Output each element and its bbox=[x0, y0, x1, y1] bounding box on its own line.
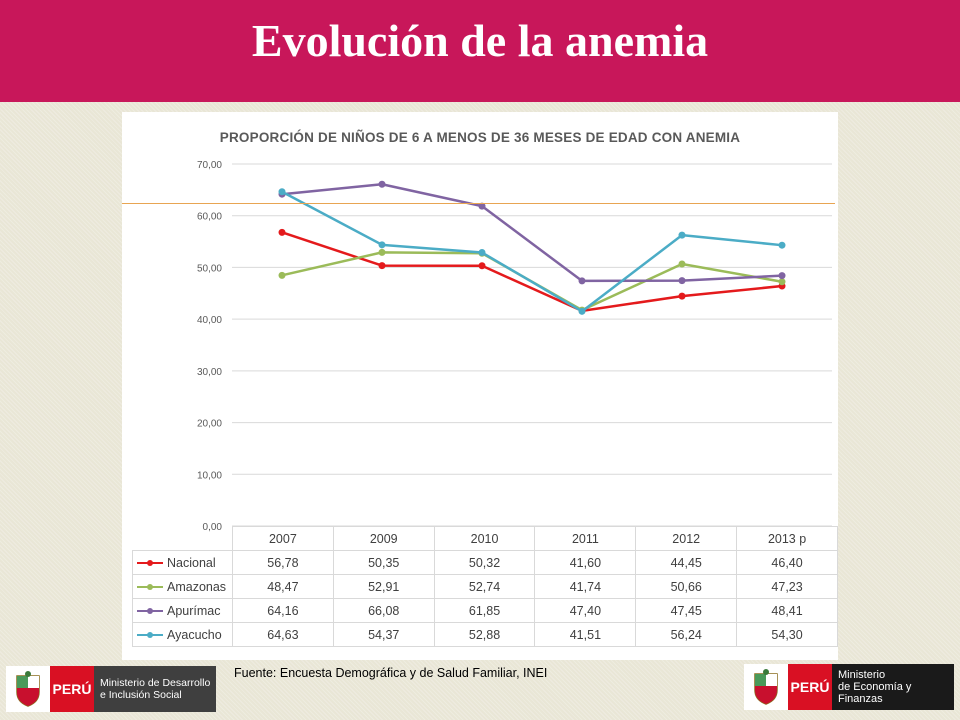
ministry-line-1: Ministerio de Desarrollo bbox=[100, 677, 211, 689]
data-point bbox=[278, 228, 286, 236]
data-point bbox=[278, 271, 286, 279]
x-tick-label: 2009 bbox=[332, 526, 435, 551]
coat-of-arms-icon bbox=[6, 666, 50, 712]
series-line-nacional bbox=[281, 231, 783, 313]
source-note: Fuente: Encuesta Demográfica y de Salud … bbox=[234, 666, 548, 680]
y-tick-label: 10,00 bbox=[197, 470, 222, 481]
table-row: Nacional 56,78 50,35 50,32 41,60 44,45 46,40 bbox=[132, 550, 838, 575]
data-label: 47,45 bbox=[635, 598, 738, 623]
data-point bbox=[578, 307, 586, 315]
chart-title: PROPORCIÓN DE NIÑOS DE 6 A MENOS DE 36 M… bbox=[219, 130, 741, 145]
data-point bbox=[378, 248, 386, 256]
series-line-ayacucho bbox=[281, 190, 783, 313]
table-corner bbox=[132, 526, 233, 551]
data-point bbox=[478, 249, 486, 257]
ministry-line-1: Ministerio bbox=[838, 669, 886, 681]
data-point bbox=[678, 231, 686, 239]
data-label: 64,63 bbox=[231, 622, 334, 647]
legend-swatch bbox=[137, 558, 163, 568]
data-table: 2007 2009 2010 2011 2012 2013 p Nacional 56,78 5… bbox=[132, 526, 838, 647]
data-label: 54,37 bbox=[332, 622, 435, 647]
data-label: 46,40 bbox=[736, 550, 838, 575]
legend-entry: Amazonas bbox=[132, 574, 233, 599]
table-header-row: 2007 2009 2010 2011 2012 2013 p bbox=[132, 526, 838, 551]
y-tick-label: 40,00 bbox=[197, 315, 222, 326]
x-tick-label: 2013 p bbox=[736, 526, 838, 551]
data-label: 50,32 bbox=[433, 550, 536, 575]
data-point bbox=[778, 241, 786, 249]
legend-entry: Ayacucho bbox=[132, 622, 233, 647]
page-title: Evolución de la anemia bbox=[251, 15, 709, 66]
data-label: 50,66 bbox=[635, 574, 738, 599]
data-label: 50,35 bbox=[332, 550, 435, 575]
data-label: 56,24 bbox=[635, 622, 738, 647]
ministry-line-2: e Inclusión Social bbox=[100, 689, 182, 701]
data-point bbox=[278, 188, 286, 196]
data-label: 41,60 bbox=[534, 550, 637, 575]
data-label: 44,45 bbox=[635, 550, 738, 575]
data-point bbox=[378, 241, 386, 249]
data-point bbox=[678, 260, 686, 268]
y-tick-label: 50,00 bbox=[197, 263, 222, 274]
x-tick-label: 2011 bbox=[534, 526, 637, 551]
decorative-line bbox=[122, 203, 835, 204]
data-point bbox=[778, 278, 786, 286]
legend-label: Ayacucho bbox=[167, 627, 222, 642]
y-tick-label: 30,00 bbox=[197, 367, 222, 378]
data-point bbox=[378, 180, 386, 188]
data-point bbox=[678, 277, 686, 285]
series-line-apurímac bbox=[281, 183, 783, 283]
y-tick-label: 20,00 bbox=[197, 419, 222, 430]
legend-label: Apurímac bbox=[167, 603, 221, 618]
data-label: 48,41 bbox=[736, 598, 838, 623]
legend-entry: Apurímac bbox=[132, 598, 233, 623]
data-label: 47,23 bbox=[736, 574, 838, 599]
data-point bbox=[478, 202, 486, 210]
legend-swatch bbox=[137, 582, 163, 592]
legend-label: Nacional bbox=[167, 555, 216, 570]
data-point bbox=[678, 292, 686, 300]
x-tick-label: 2010 bbox=[433, 526, 536, 551]
table-row: Ayacucho 64,63 54,37 52,88 41,51 56,24 54,30 bbox=[132, 622, 838, 647]
data-label: 52,91 bbox=[332, 574, 435, 599]
legend-label: Amazonas bbox=[167, 579, 227, 594]
data-point bbox=[578, 277, 586, 285]
data-label: 52,74 bbox=[433, 574, 536, 599]
mef-logo: PERÚ Ministerio de Economía y Finanzas bbox=[744, 664, 954, 710]
header-banner: Evolución de la anemia bbox=[0, 0, 960, 102]
data-label: 66,08 bbox=[332, 598, 435, 623]
chart-panel: PROPORCIÓN DE NIÑOS DE 6 A MENOS DE 36 M… bbox=[122, 112, 838, 660]
data-label: 61,85 bbox=[433, 598, 536, 623]
peru-brand: PERÚ bbox=[50, 666, 94, 712]
legend-swatch bbox=[137, 606, 163, 616]
ministry-name: Ministerio de Economía y Finanzas bbox=[832, 664, 954, 710]
data-label: 52,88 bbox=[433, 622, 536, 647]
y-tick-label: 70,00 bbox=[197, 160, 222, 171]
peru-brand: PERÚ bbox=[788, 664, 832, 710]
table-row: Apurímac 64,16 66,08 61,85 47,40 47,45 48,41 bbox=[132, 598, 838, 623]
data-point bbox=[778, 272, 786, 280]
x-tick-label: 2012 bbox=[635, 526, 738, 551]
data-point bbox=[378, 262, 386, 270]
midis-logo: PERÚ Ministerio de Desarrollo e Inclusió… bbox=[6, 666, 216, 712]
data-label: 41,51 bbox=[534, 622, 637, 647]
table-row: Amazonas 48,47 52,91 52,74 41,74 50,66 47,23 bbox=[132, 574, 838, 599]
coat-of-arms-icon bbox=[744, 664, 788, 710]
y-tick-label: 60,00 bbox=[197, 212, 222, 223]
data-label: 48,47 bbox=[231, 574, 334, 599]
x-tick-label: 2007 bbox=[231, 526, 334, 551]
data-label: 64,16 bbox=[231, 598, 334, 623]
data-label: 54,30 bbox=[736, 622, 838, 647]
legend-entry: Nacional bbox=[132, 550, 233, 575]
data-label: 56,78 bbox=[231, 550, 334, 575]
ministry-name: Ministerio de Desarrollo e Inclusión Soc… bbox=[94, 666, 216, 712]
data-point bbox=[478, 262, 486, 270]
data-label: 47,40 bbox=[534, 598, 637, 623]
legend-swatch bbox=[137, 630, 163, 640]
data-label: 41,74 bbox=[534, 574, 637, 599]
ministry-line-2: de Economía y Finanzas bbox=[838, 681, 912, 705]
